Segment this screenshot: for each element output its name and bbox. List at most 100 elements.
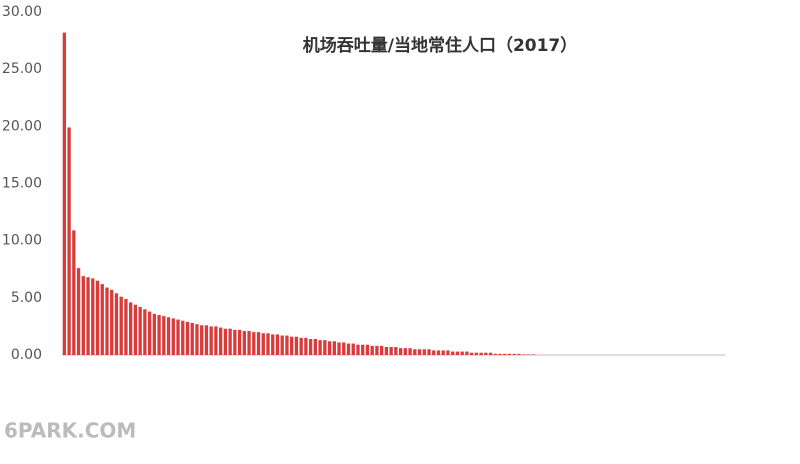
bar	[375, 345, 379, 355]
bar	[147, 311, 152, 355]
bar	[72, 230, 76, 355]
bar	[285, 335, 289, 355]
bar	[171, 318, 175, 355]
bar	[280, 335, 284, 355]
y-tick-label: 0.00	[11, 347, 42, 363]
bar	[129, 302, 133, 355]
bar	[503, 353, 507, 355]
bar	[266, 333, 270, 355]
bar	[237, 329, 242, 355]
bar	[512, 353, 516, 355]
bar	[299, 337, 303, 355]
bar	[86, 277, 90, 355]
bar	[517, 353, 521, 355]
bar	[318, 340, 322, 355]
bar	[351, 343, 355, 355]
bar	[91, 278, 95, 355]
bar	[465, 351, 469, 355]
bar	[110, 289, 114, 355]
watermark: 6PARK.COM	[4, 419, 136, 443]
y-tick-label: 30.00	[2, 4, 42, 20]
bar	[209, 326, 213, 355]
bar	[531, 354, 535, 355]
y-tick-label: 5.00	[11, 290, 42, 306]
bar	[114, 293, 119, 355]
bar	[143, 309, 147, 355]
bar	[95, 280, 100, 355]
bar	[313, 338, 318, 355]
bar	[181, 320, 185, 355]
bar	[247, 330, 251, 355]
bar	[138, 306, 142, 355]
bar	[195, 324, 199, 355]
bar	[342, 342, 346, 355]
bar	[488, 352, 493, 355]
bar	[441, 350, 445, 355]
bar	[446, 350, 450, 355]
bar	[507, 353, 512, 355]
bar	[119, 296, 123, 355]
bar	[228, 328, 232, 355]
bar	[451, 351, 455, 355]
bar	[290, 336, 294, 355]
bar	[427, 349, 431, 355]
bar	[294, 336, 299, 355]
bar	[62, 32, 67, 355]
bar	[526, 354, 531, 355]
y-tick-label: 15.00	[2, 176, 42, 192]
bar	[398, 348, 403, 355]
bar	[152, 313, 157, 355]
bar	[200, 325, 204, 355]
bar	[365, 344, 370, 355]
bar	[370, 345, 374, 355]
bar	[413, 349, 417, 355]
bar	[380, 345, 384, 355]
bar	[67, 127, 71, 355]
bar	[105, 287, 109, 355]
bar	[356, 344, 360, 355]
bar	[384, 346, 389, 355]
y-tick-label: 10.00	[2, 233, 42, 249]
bar	[498, 353, 502, 355]
bar	[76, 268, 81, 355]
bar	[252, 332, 256, 355]
bar	[436, 350, 441, 355]
bar	[323, 340, 327, 355]
bar	[408, 348, 412, 355]
bar	[133, 304, 138, 355]
bar	[493, 353, 497, 355]
bar	[332, 341, 336, 355]
bar	[233, 329, 237, 355]
bar	[275, 334, 280, 355]
bar	[304, 337, 308, 355]
bar	[422, 349, 426, 355]
y-tick-label: 25.00	[2, 61, 42, 77]
bar	[124, 298, 128, 355]
bar	[474, 352, 479, 355]
bar	[469, 352, 474, 355]
bar	[522, 354, 526, 355]
bar	[223, 328, 228, 355]
bar	[261, 333, 265, 355]
bar	[166, 317, 171, 355]
bar	[394, 346, 398, 355]
bar	[204, 325, 209, 355]
bar	[346, 343, 351, 355]
bar	[214, 326, 218, 355]
bar	[327, 341, 332, 355]
bar	[242, 330, 246, 355]
bar	[417, 349, 422, 355]
bar	[389, 346, 393, 355]
chart-title: 机场吞吐量/当地常住人口（2017）	[303, 35, 578, 56]
bar	[337, 342, 341, 355]
bar	[100, 284, 104, 355]
bar	[185, 321, 190, 355]
bar	[308, 338, 313, 355]
bar	[484, 352, 488, 355]
bar	[218, 327, 223, 355]
bar	[190, 322, 194, 355]
bar	[432, 350, 436, 355]
bar	[256, 332, 261, 355]
bar	[455, 351, 460, 355]
